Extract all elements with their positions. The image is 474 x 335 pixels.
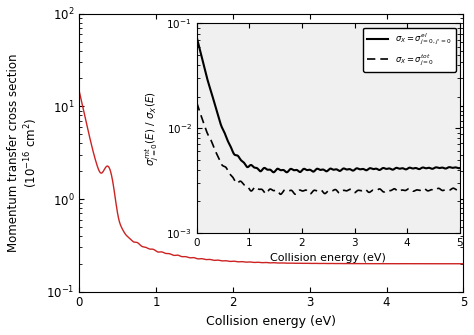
X-axis label: Collision energy (eV): Collision energy (eV) xyxy=(206,315,336,328)
X-axis label: Collision energy (eV): Collision energy (eV) xyxy=(270,253,386,263)
Y-axis label: Momentum transfer cross section
$(10^{-16}$ cm$^2)$: Momentum transfer cross section $(10^{-1… xyxy=(7,54,40,252)
Legend: $\sigma_X = \sigma^{el}_{j=0,j^\prime=0}$, $\sigma_X = \sigma^{tot}_{j=0}$: $\sigma_X = \sigma^{el}_{j=0,j^\prime=0}… xyxy=(363,27,456,72)
Y-axis label: $\sigma^{mt}_{j=0}(E)\ /\ \sigma_X(E)$: $\sigma^{mt}_{j=0}(E)\ /\ \sigma_X(E)$ xyxy=(144,91,161,165)
